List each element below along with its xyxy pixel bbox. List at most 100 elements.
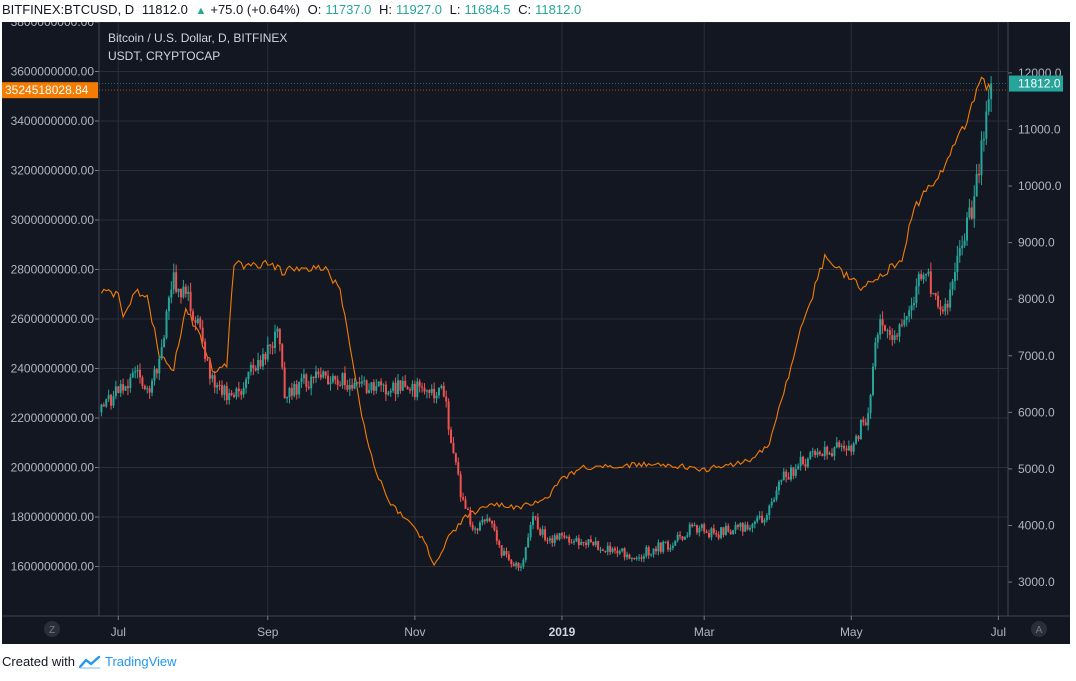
candle-body bbox=[667, 541, 670, 550]
candle-body bbox=[809, 452, 812, 459]
chart-legend-main: Bitcoin / U.S. Dollar, D, BITFINEX bbox=[108, 31, 287, 45]
candle-body bbox=[553, 535, 556, 543]
candle-body bbox=[536, 517, 539, 529]
triangle-up-icon: ▲ bbox=[195, 5, 207, 17]
candle-body bbox=[505, 551, 508, 555]
candle-body bbox=[833, 447, 836, 457]
candle-body bbox=[982, 138, 985, 141]
candle-body bbox=[382, 384, 385, 386]
auto-scale-button[interactable]: A bbox=[1031, 621, 1047, 637]
candle-body bbox=[966, 217, 969, 241]
usdt-last-value-label: 3524518028.84 bbox=[5, 83, 89, 97]
symbol-header-bar: BITFINEX:BTCUSD, D 11812.0 ▲ +75.0 (+0.64… bbox=[0, 0, 1076, 22]
candle-body bbox=[594, 541, 597, 546]
candle-body bbox=[204, 341, 207, 359]
candle-body bbox=[355, 382, 358, 384]
candle-body bbox=[703, 524, 706, 532]
candle-body bbox=[201, 327, 204, 342]
candle-body bbox=[486, 518, 489, 522]
candle-body bbox=[129, 377, 132, 388]
open-label: O: bbox=[307, 2, 322, 17]
candle-body bbox=[736, 524, 739, 527]
candle-body bbox=[192, 311, 195, 321]
candle-body bbox=[319, 374, 322, 378]
candle-body bbox=[107, 394, 110, 400]
chart-background bbox=[2, 22, 1070, 644]
candle-body bbox=[891, 335, 894, 340]
candle-body bbox=[908, 310, 911, 317]
price-chart[interactable]: 3800000000.00 3600000000.00 3400000000.00 3… bbox=[2, 15, 1070, 644]
price-change: +75.0 (+0.64%) bbox=[210, 2, 300, 17]
candle-body bbox=[652, 548, 655, 555]
candle-body bbox=[389, 390, 392, 393]
candle-body bbox=[196, 318, 199, 323]
candle-body bbox=[980, 140, 983, 176]
candle-body bbox=[683, 536, 686, 540]
candle-body bbox=[312, 376, 315, 379]
log-scale-button[interactable]: Z bbox=[44, 621, 60, 637]
candle-body bbox=[242, 387, 245, 395]
candle-body bbox=[464, 499, 467, 509]
candle-body bbox=[867, 413, 870, 426]
candle-body bbox=[601, 549, 604, 551]
candle-body bbox=[218, 385, 221, 387]
candle-body bbox=[838, 442, 841, 447]
candle-body bbox=[411, 383, 414, 391]
candle-body bbox=[507, 554, 510, 560]
chart-frame[interactable]: 3800000000.00 3600000000.00 3400000000.00 3… bbox=[2, 15, 1070, 644]
candle-body bbox=[392, 382, 395, 391]
candle-body bbox=[900, 324, 903, 326]
candle-body bbox=[247, 371, 250, 380]
low-value: 11684.5 bbox=[464, 2, 511, 17]
candle-body bbox=[843, 445, 846, 449]
candle-body bbox=[498, 540, 501, 546]
tradingview-brand[interactable]: TradingView bbox=[104, 654, 177, 669]
candle-body bbox=[635, 558, 638, 560]
candle-body bbox=[645, 547, 648, 557]
symbol-label[interactable]: BITFINEX:BTCUSD, D bbox=[2, 2, 135, 17]
candle-body bbox=[454, 453, 457, 463]
candle-body bbox=[705, 531, 708, 533]
candle-body bbox=[254, 368, 257, 371]
candle-body bbox=[208, 360, 211, 379]
candle-body bbox=[575, 538, 578, 542]
candle-body bbox=[611, 548, 614, 553]
candle-body bbox=[136, 369, 139, 372]
candle-body bbox=[534, 516, 537, 518]
open-value: 11737.0 bbox=[325, 2, 372, 17]
candle-body bbox=[961, 245, 964, 249]
candle-body bbox=[691, 524, 694, 527]
candle-body bbox=[252, 364, 255, 369]
candle-body bbox=[806, 458, 809, 467]
candle-body bbox=[785, 471, 788, 478]
usdt-last-value-badge bbox=[2, 82, 98, 99]
candle-body bbox=[488, 518, 491, 521]
candle-body bbox=[471, 524, 474, 530]
candle-body bbox=[700, 524, 703, 528]
candle-body bbox=[515, 562, 518, 566]
candle-body bbox=[970, 207, 973, 219]
candle-body bbox=[237, 388, 240, 392]
candle-body bbox=[211, 375, 214, 379]
candle-body bbox=[835, 442, 838, 448]
candle-body bbox=[946, 303, 949, 308]
right-axis-tick-label: 9000.0 bbox=[1018, 236, 1055, 250]
candle-body bbox=[529, 525, 532, 538]
candle-body bbox=[686, 535, 689, 537]
candle-body bbox=[975, 173, 978, 197]
candle-body bbox=[249, 364, 252, 372]
candle-body bbox=[662, 541, 665, 552]
candle-body bbox=[126, 386, 129, 388]
candle-body bbox=[235, 388, 238, 397]
candle-body bbox=[524, 547, 527, 560]
candle-body bbox=[165, 311, 168, 338]
candle-body bbox=[462, 497, 465, 500]
candle-body bbox=[732, 530, 735, 534]
candle-body bbox=[240, 391, 243, 395]
left-axis-tick-label: 3400000000.00 bbox=[11, 114, 95, 128]
candle-body bbox=[951, 281, 954, 290]
candle-body bbox=[283, 367, 286, 399]
candle-body bbox=[360, 381, 363, 384]
candle-body bbox=[245, 379, 248, 388]
candle-body bbox=[148, 388, 151, 393]
